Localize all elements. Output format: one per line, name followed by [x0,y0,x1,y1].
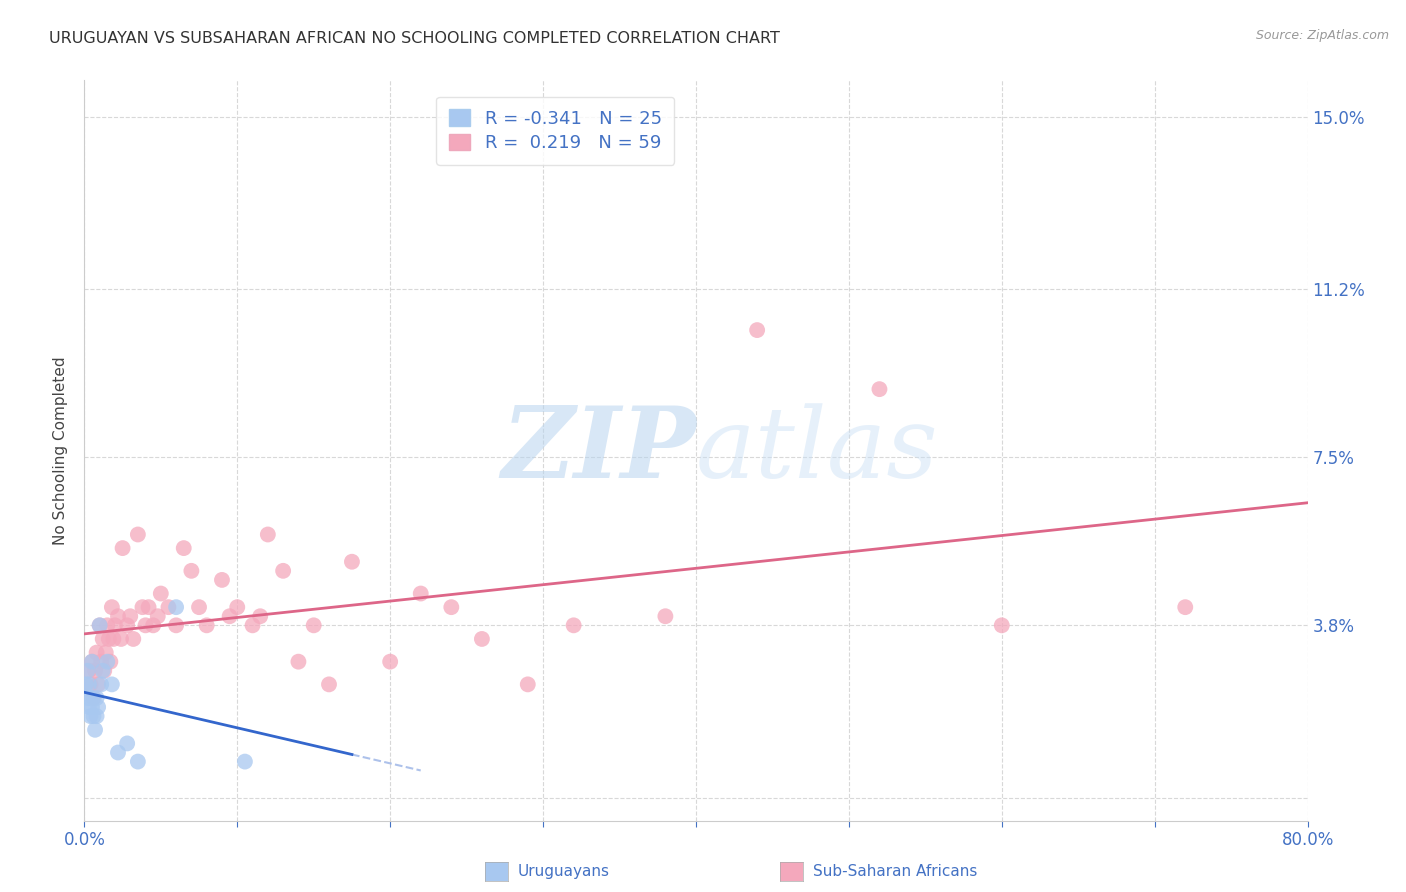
Point [138,600,160,615]
Point [98,655,121,669]
Point [211,573,233,587]
Point [76,664,98,678]
Point [302,618,325,632]
Point [83,691,105,706]
Point [409,586,432,600]
Point [104,618,127,632]
Point [101,677,124,691]
Point [654,609,676,624]
Point [96,655,118,669]
Point [79,691,101,706]
Point [80,655,103,669]
Legend: R = -0.341   N = 25, R =  0.219   N = 59: R = -0.341 N = 25, R = 0.219 N = 59 [436,96,675,165]
Point [440,600,463,615]
Point [318,677,340,691]
Point [87,700,110,714]
Point [869,382,891,396]
Point [77,664,100,678]
Point [103,632,125,646]
Point [107,609,129,624]
Text: Sub-Saharan Africans: Sub-Saharan Africans [813,864,977,879]
Point [242,618,264,632]
Point [131,600,153,615]
Point [257,527,280,541]
Point [135,618,157,632]
Point [180,564,202,578]
Point [89,618,111,632]
Point [340,555,363,569]
Point [83,709,105,723]
Point [79,677,101,691]
Point [149,586,172,600]
Point [86,709,108,723]
Point [77,700,100,714]
Point [165,618,187,632]
Point [120,609,142,624]
Point [111,541,134,555]
Point [157,600,180,615]
Point [380,655,402,669]
Point [165,600,187,615]
Text: atlas: atlas [696,403,939,498]
Point [101,600,124,615]
Point [90,655,112,669]
Text: URUGUAYAN VS SUBSAHARAN AFRICAN NO SCHOOLING COMPLETED CORRELATION CHART: URUGUAYAN VS SUBSAHARAN AFRICAN NO SCHOO… [49,31,780,46]
Y-axis label: No Schooling Completed: No Schooling Completed [53,356,69,545]
Text: Uruguayans: Uruguayans [517,864,609,879]
Text: Source: ZipAtlas.com: Source: ZipAtlas.com [1256,29,1389,42]
Point [747,323,769,337]
Point [146,609,169,624]
Point [233,755,256,769]
Point [226,600,249,615]
Point [110,632,132,646]
Point [115,618,138,632]
Point [75,677,97,691]
Point [77,677,100,691]
Point [80,700,103,714]
Point [86,691,108,706]
Point [93,664,115,678]
Point [218,609,240,624]
Point [195,618,218,632]
Point [89,618,111,632]
Point [471,632,494,646]
Point [127,527,149,541]
Point [83,691,105,706]
Point [84,664,107,678]
Point [122,632,145,646]
Point [991,618,1014,632]
Point [80,655,103,669]
Point [287,655,309,669]
Point [84,723,107,737]
Point [142,618,165,632]
Point [1174,600,1197,615]
Point [91,632,114,646]
Point [91,664,114,678]
Point [271,564,294,578]
Point [94,646,117,660]
Point [87,677,110,691]
Point [115,736,138,750]
Point [90,677,112,691]
Point [79,709,101,723]
Point [97,632,120,646]
Point [249,609,271,624]
Text: ZIP: ZIP [501,402,696,499]
Point [96,618,118,632]
Point [173,541,195,555]
Point [127,755,149,769]
Point [516,677,538,691]
Point [76,691,98,706]
Point [107,746,129,760]
Point [188,600,211,615]
Point [562,618,585,632]
Point [86,646,108,660]
